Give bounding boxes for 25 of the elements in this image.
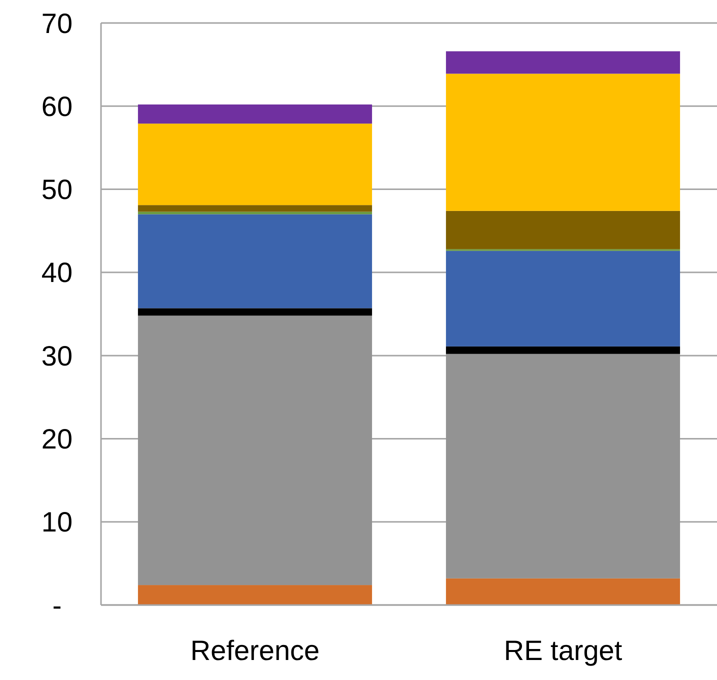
bar <box>446 74 680 211</box>
x-tick-label: RE target <box>504 635 622 666</box>
bar <box>138 104 372 124</box>
y-tick-label: 40 <box>41 257 73 288</box>
bar <box>138 585 372 605</box>
bar <box>446 250 680 346</box>
bar <box>138 124 372 206</box>
bar <box>446 210 680 250</box>
bar <box>446 51 680 74</box>
bar <box>138 212 372 214</box>
y-tick-label: 30 <box>41 340 73 372</box>
bar <box>138 316 372 586</box>
y-tick-label: 50 <box>41 174 73 206</box>
y-tick-label: 20 <box>41 424 73 455</box>
y-tick-label: - <box>52 590 62 621</box>
bar <box>138 205 372 212</box>
y-tick-label: 60 <box>41 90 73 122</box>
bar <box>446 354 680 578</box>
y-tick-label: 10 <box>41 506 73 538</box>
y-tick-label: 70 <box>41 8 73 39</box>
bar <box>138 214 372 308</box>
bar <box>138 308 372 316</box>
x-tick-label: Reference <box>190 635 320 666</box>
bar <box>446 346 680 354</box>
bar <box>446 578 680 605</box>
